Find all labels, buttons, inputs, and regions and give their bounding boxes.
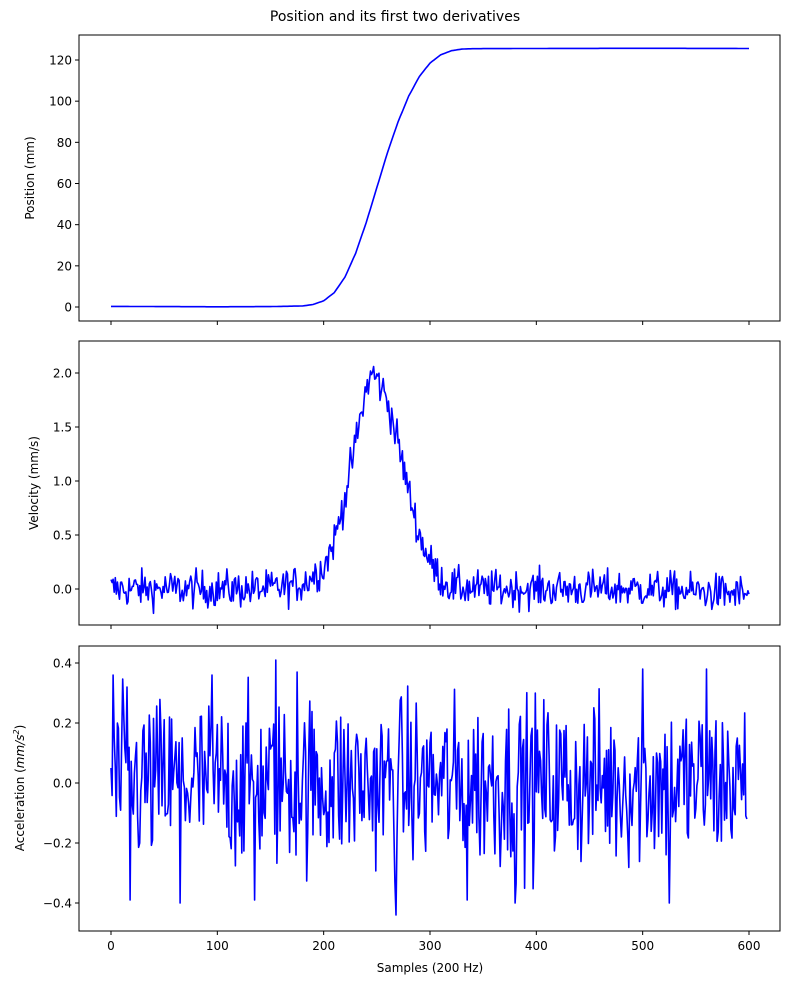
acceleration-line [110, 659, 748, 916]
acceleration-x-ticks: 0 100 200 300 400 500 600 [107, 931, 760, 953]
position-y-label: Position (mm) [23, 136, 37, 219]
x-tick-label: 300 [419, 939, 442, 953]
x-tick-label: 400 [525, 939, 548, 953]
y-tick-label: 0.4 [53, 657, 72, 671]
y-tick-label: 2.0 [53, 367, 72, 381]
y-tick-label: 0.0 [53, 777, 72, 791]
y-tick-label: 60 [57, 177, 72, 191]
velocity-y-ticks: 0.0 0.5 1.0 1.5 2.0 [53, 367, 79, 597]
x-tick-label: 100 [206, 939, 229, 953]
position-y-ticks: 0 20 40 60 80 100 120 [49, 54, 79, 315]
y-tick-label: −0.2 [43, 837, 72, 851]
x-tick-label: 600 [738, 939, 761, 953]
acceleration-y-label: Acceleration (mm/s2) [12, 725, 27, 852]
y-tick-label: 0.0 [53, 583, 72, 597]
y-tick-label: 0.5 [53, 529, 72, 543]
x-tick-label: 0 [107, 939, 115, 953]
y-tick-label: 1.5 [53, 421, 72, 435]
acceleration-y-ticks: −0.4 −0.2 0.0 0.2 0.4 [43, 657, 79, 911]
y-tick-label: 0 [64, 301, 72, 315]
velocity-line [110, 365, 750, 615]
position-panel: 0 20 40 60 80 100 120 Position (mm) [23, 34, 781, 325]
y-tick-label: −0.4 [43, 897, 72, 911]
y-tick-label: 40 [57, 218, 72, 232]
x-tick-label: 200 [312, 939, 335, 953]
velocity-x-ticks [110, 625, 750, 629]
x-axis-label: Samples (200 Hz) [377, 961, 483, 975]
position-line [111, 47, 749, 308]
y-tick-label: 120 [49, 54, 72, 68]
velocity-y-label: Velocity (mm/s) [27, 436, 41, 530]
y-tick-label: 80 [57, 136, 72, 150]
y-tick-label: 100 [49, 95, 72, 109]
y-tick-label: 20 [57, 259, 72, 273]
x-tick-label: 500 [631, 939, 654, 953]
acceleration-panel: −0.4 −0.2 0.0 0.2 0.4 0 100 200 300 400 500 600 Ac… [12, 645, 781, 953]
position-axes-frame [78, 34, 781, 322]
y-tick-label: 1.0 [53, 475, 72, 489]
y-tick-label: 0.2 [53, 717, 72, 731]
position-x-ticks [110, 321, 750, 325]
velocity-panel: 0.0 0.5 1.0 1.5 2.0 Velocity (mm/s) [27, 340, 781, 629]
figure-title: Position and its first two derivatives [269, 9, 521, 25]
